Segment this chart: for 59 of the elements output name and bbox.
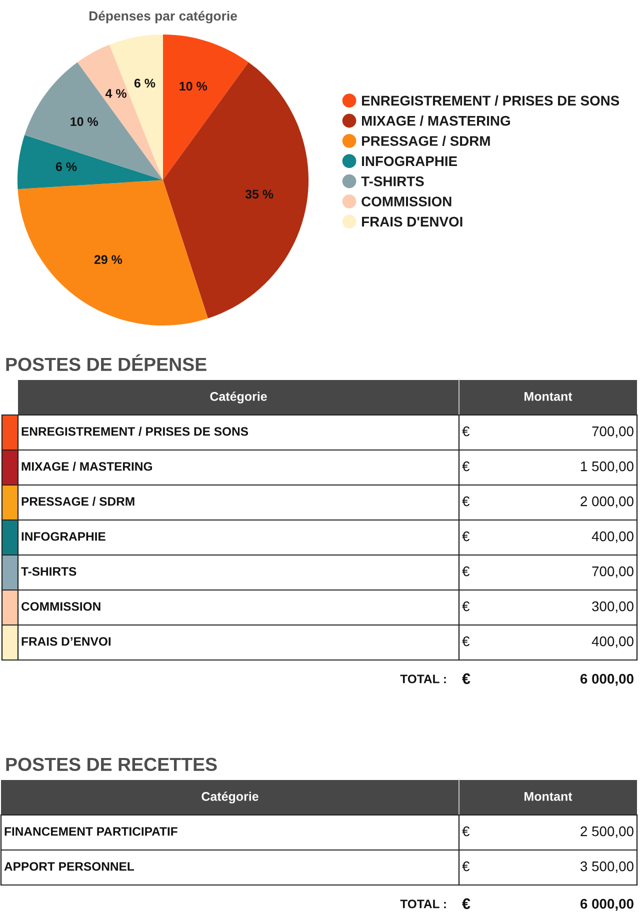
text: € — [462, 531, 470, 542]
text: Montant — [524, 792, 572, 801]
pie-slice — [163, 62, 309, 318]
legend-label: COMMISSION — [362, 196, 452, 206]
data-label: 3 500,00 — [580, 861, 634, 873]
pie-slice — [18, 180, 208, 326]
data-label: 6 % — [134, 78, 156, 88]
data-label: 400,00 — [592, 531, 634, 543]
text: € — [462, 496, 470, 506]
data-label: 700,00 — [592, 426, 634, 438]
category-label: FRAIS D’ENVOI — [22, 637, 110, 646]
category-label: INFOGRAPHIE — [22, 532, 106, 541]
data-label: 300,00 — [592, 601, 634, 613]
pie-slice — [24, 62, 163, 180]
category-label: APPORT PERSONNEL — [4, 862, 134, 871]
text: € — [462, 826, 470, 836]
text: Catégorie — [202, 792, 258, 804]
text: TOTAL : — [400, 674, 446, 684]
text: € — [462, 673, 470, 684]
legend-label: FRAIS D'ENVOI — [362, 216, 462, 227]
data-label: 10 % — [180, 82, 208, 91]
category-label: PRESSAGE / SDRM — [22, 496, 134, 506]
category-label: ENREGISTREMENT / PRISES DE SONS — [22, 426, 248, 436]
legend-label: MIXAGE / MASTERING — [362, 116, 510, 126]
text: € — [462, 461, 470, 472]
text: Catégorie — [210, 392, 267, 404]
text: 6 000,00 — [580, 674, 634, 686]
text: TOTAL : — [400, 900, 446, 908]
data-label: 2 000,00 — [580, 496, 634, 508]
text: € — [462, 861, 470, 872]
category-label: MIXAGE / MASTERING — [22, 462, 152, 471]
data-label: 2 500,00 — [580, 826, 634, 838]
text: POSTES DE DÉPENSE — [6, 354, 206, 372]
category-label: FINANCEMENT PARTICIPATIF — [4, 827, 178, 836]
text: POSTES DE RECETTES — [6, 758, 217, 772]
pie-slice — [163, 34, 249, 180]
chart-title: Dépenses par catégorie — [89, 10, 237, 24]
legend-label: PRESSAGE / SDRM — [362, 136, 490, 146]
text: 6 000,00 — [580, 898, 634, 911]
data-label: 1 500,00 — [581, 461, 634, 473]
data-label: 29 % — [94, 255, 122, 264]
category-label: T-SHIRTS — [21, 567, 76, 576]
data-label: 400,00 — [592, 636, 634, 648]
text: € — [462, 601, 470, 612]
text: € — [462, 636, 470, 646]
legend-label: T-SHIRTS — [361, 176, 424, 186]
text: € — [462, 898, 470, 910]
category-label: COMMISSION — [22, 602, 100, 611]
data-label: 35 % — [245, 190, 274, 199]
data-label: 6 % — [56, 162, 77, 172]
legend-label: ENREGISTREMENT / PRISES DE SONS — [362, 95, 620, 106]
data-label: 4 % — [105, 89, 126, 98]
text: € — [462, 426, 470, 436]
data-label: 10 % — [70, 117, 98, 126]
text: € — [462, 566, 470, 576]
legend-label: INFOGRAPHIE — [362, 156, 458, 166]
text: Montant — [524, 392, 572, 401]
pie-slice — [17, 135, 163, 190]
data-label: 700,00 — [592, 566, 634, 578]
